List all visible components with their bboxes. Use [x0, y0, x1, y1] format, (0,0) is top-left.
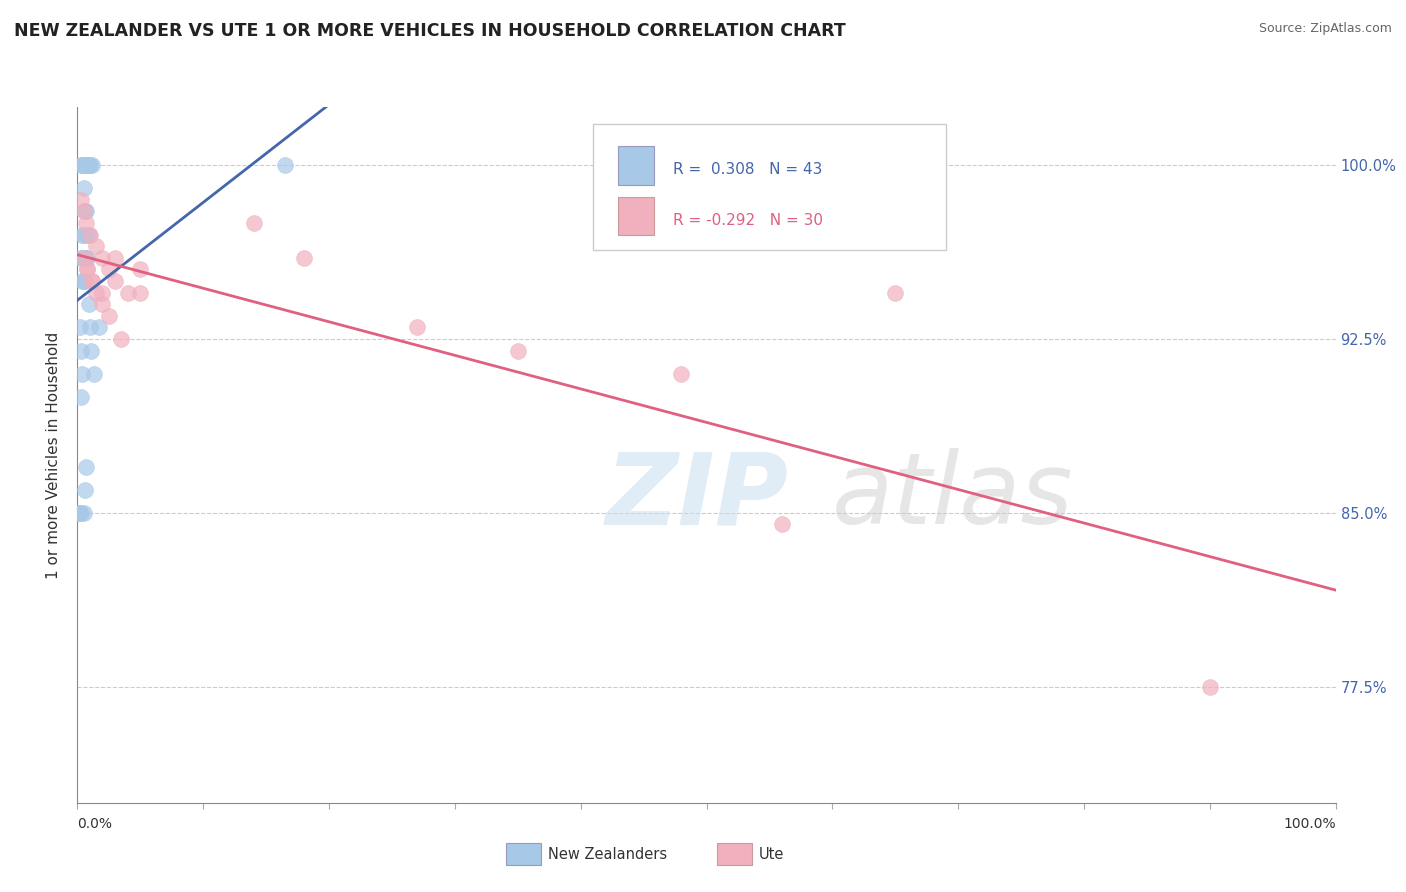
- Point: [83, 367, 105, 381]
- Point: [76, 262, 98, 277]
- Text: atlas: atlas: [832, 448, 1074, 545]
- Point: [75, 251, 97, 265]
- Point: [76, 262, 98, 277]
- Point: [97, 309, 120, 323]
- Point: [70, 193, 93, 207]
- FancyBboxPatch shape: [619, 146, 654, 185]
- Point: [129, 285, 152, 300]
- Point: [73, 251, 96, 265]
- Text: 100.0%: 100.0%: [1284, 817, 1336, 830]
- Point: [82, 274, 104, 288]
- Point: [79, 227, 101, 242]
- Point: [70, 390, 93, 404]
- Point: [72, 274, 94, 288]
- Point: [72, 274, 94, 288]
- Point: [70, 506, 93, 520]
- Point: [76, 251, 98, 265]
- Text: R = -0.292   N = 30: R = -0.292 N = 30: [672, 212, 823, 227]
- Point: [110, 332, 132, 346]
- Point: [82, 158, 104, 172]
- Point: [75, 204, 97, 219]
- Point: [70, 158, 93, 172]
- Point: [73, 251, 96, 265]
- Point: [117, 285, 139, 300]
- FancyBboxPatch shape: [619, 197, 654, 235]
- Point: [70, 251, 93, 265]
- Point: [76, 158, 98, 172]
- Point: [66, 506, 89, 520]
- Point: [274, 158, 297, 172]
- Point: [69, 320, 91, 334]
- Point: [87, 320, 110, 334]
- Point: [69, 506, 91, 520]
- Point: [72, 204, 94, 219]
- Point: [72, 251, 94, 265]
- Point: [76, 227, 98, 242]
- Text: R =  0.308   N = 43: R = 0.308 N = 43: [672, 161, 823, 177]
- Point: [292, 251, 315, 265]
- Point: [91, 297, 114, 311]
- Point: [242, 216, 264, 230]
- Point: [73, 158, 96, 172]
- Text: ZIP: ZIP: [606, 448, 789, 545]
- Point: [73, 274, 96, 288]
- Point: [72, 158, 94, 172]
- Point: [671, 367, 693, 381]
- Point: [1199, 680, 1222, 694]
- Text: New Zealanders: New Zealanders: [548, 847, 668, 862]
- Point: [79, 320, 101, 334]
- Point: [67, 506, 90, 520]
- Text: Ute: Ute: [759, 847, 785, 862]
- Point: [73, 483, 96, 497]
- Point: [79, 158, 101, 172]
- Point: [80, 343, 103, 358]
- Point: [70, 343, 93, 358]
- Point: [72, 227, 94, 242]
- Point: [75, 158, 97, 172]
- Point: [91, 251, 114, 265]
- Point: [97, 262, 120, 277]
- Y-axis label: 1 or more Vehicles in Household: 1 or more Vehicles in Household: [46, 331, 62, 579]
- Text: NEW ZEALANDER VS UTE 1 OR MORE VEHICLES IN HOUSEHOLD CORRELATION CHART: NEW ZEALANDER VS UTE 1 OR MORE VEHICLES …: [14, 22, 846, 40]
- Text: 0.0%: 0.0%: [77, 817, 112, 830]
- Point: [77, 158, 100, 172]
- Text: Source: ZipAtlas.com: Source: ZipAtlas.com: [1258, 22, 1392, 36]
- Point: [104, 251, 127, 265]
- Point: [72, 181, 94, 195]
- Point: [77, 297, 100, 311]
- Point: [91, 285, 114, 300]
- Point: [72, 506, 94, 520]
- Point: [84, 285, 107, 300]
- Point: [82, 274, 104, 288]
- Point: [506, 343, 529, 358]
- Point: [77, 227, 100, 242]
- Point: [104, 274, 127, 288]
- Point: [72, 251, 94, 265]
- Point: [84, 239, 107, 253]
- Point: [129, 262, 152, 277]
- Point: [406, 320, 429, 334]
- Point: [75, 459, 97, 474]
- Point: [75, 216, 97, 230]
- Point: [884, 285, 907, 300]
- Point: [770, 517, 793, 532]
- Point: [73, 251, 96, 265]
- Point: [73, 204, 96, 219]
- Point: [72, 227, 94, 242]
- Point: [72, 367, 94, 381]
- FancyBboxPatch shape: [593, 124, 946, 250]
- Point: [72, 158, 94, 172]
